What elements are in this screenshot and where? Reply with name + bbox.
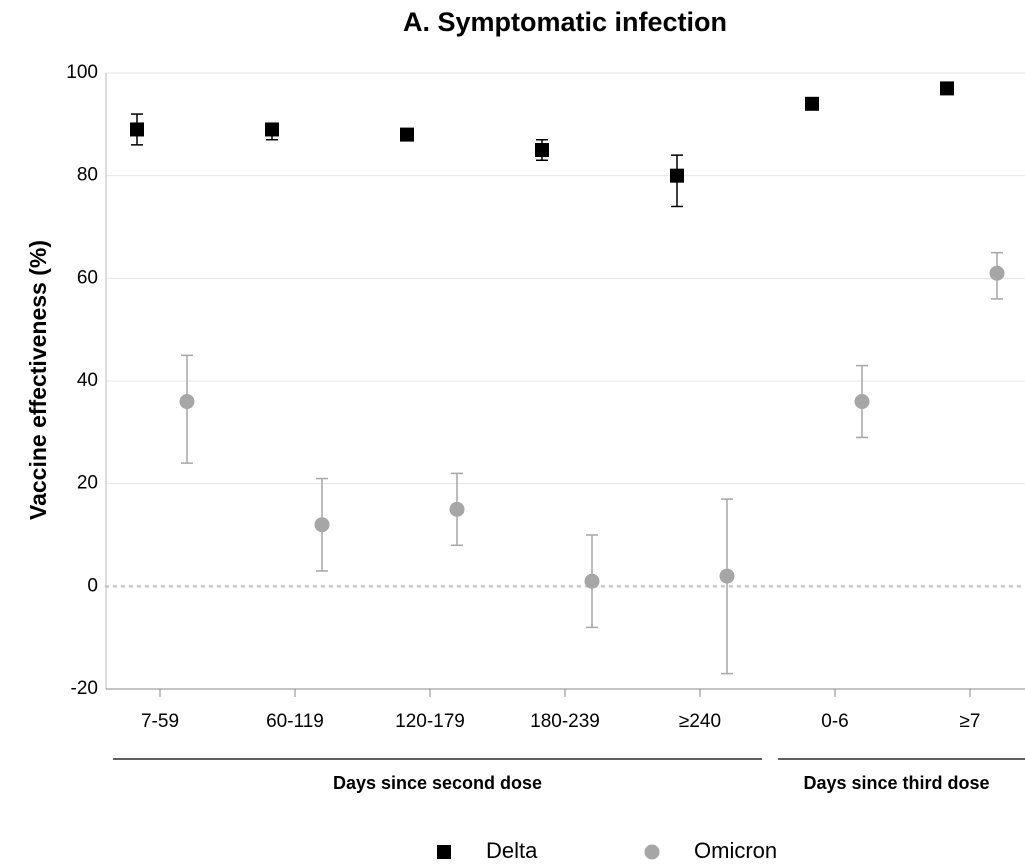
x-tick-label: 0-6 [821, 711, 848, 732]
y-tick-label: 40 [77, 370, 98, 391]
x-tick-label: 120-179 [395, 711, 465, 732]
data-point [670, 168, 684, 183]
y-tick-label: 0 [87, 575, 98, 596]
data-point [265, 122, 279, 137]
x-tick-label: 180-239 [530, 711, 600, 732]
group-label: Days since third dose [803, 773, 989, 793]
legend-marker [644, 844, 660, 860]
data-point [130, 122, 144, 137]
y-tick-label: 20 [77, 473, 98, 494]
data-point [584, 573, 600, 589]
data-point [854, 394, 870, 410]
data-point [989, 265, 1005, 281]
group-label: Days since second dose [333, 773, 542, 793]
x-tick-label: ≥7 [960, 711, 981, 732]
chart-title: A. Symptomatic infection [403, 7, 727, 37]
data-point [535, 143, 549, 157]
legend-marker [437, 845, 451, 859]
y-tick-label: 100 [66, 62, 98, 83]
x-tick-label: 60-119 [266, 711, 324, 732]
x-tick-label: ≥240 [679, 711, 721, 732]
data-point [449, 501, 465, 517]
legend-label: Omicron [694, 838, 777, 863]
data-point [400, 127, 414, 142]
y-tick-label: 80 [77, 165, 98, 186]
data-point [314, 517, 330, 533]
data-point [179, 394, 195, 410]
data-point [805, 96, 819, 111]
data-point [940, 81, 954, 96]
y-tick-label: 60 [77, 267, 98, 288]
x-tick-label: 7-59 [141, 711, 179, 732]
y-tick-label: -20 [71, 678, 98, 699]
y-axis-label: Vaccine effectiveness (%) [25, 240, 51, 520]
data-point [719, 568, 735, 584]
legend-label: Delta [486, 838, 538, 863]
